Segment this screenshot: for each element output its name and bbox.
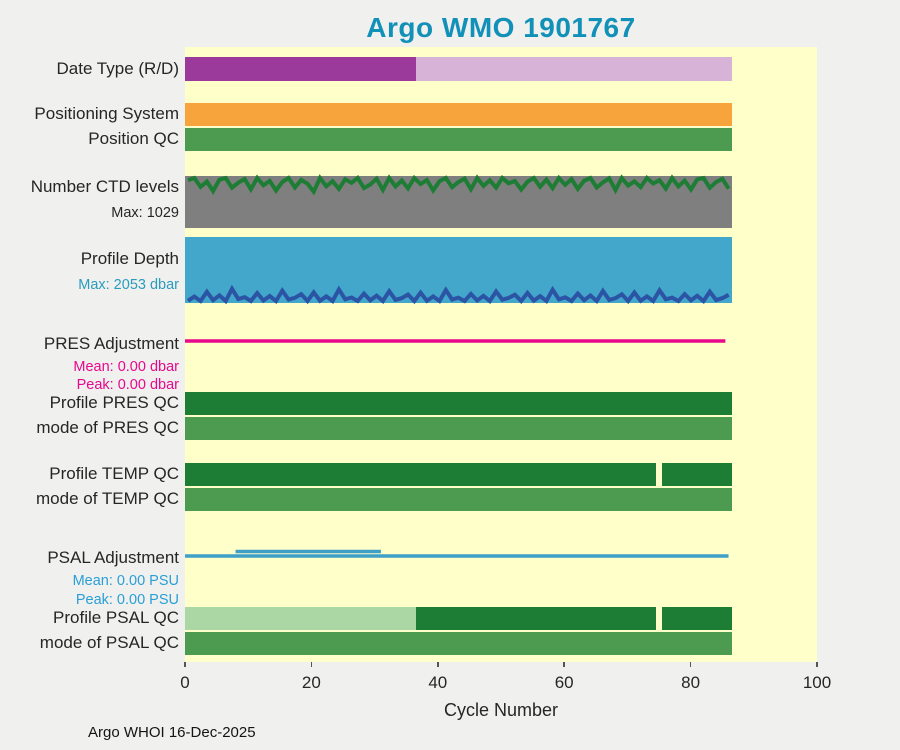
x-tick-label-60: 60 bbox=[554, 673, 574, 692]
row-label-psal-adjustment: PSAL Adjustment bbox=[47, 548, 179, 567]
overlay-psal-adjustment bbox=[185, 549, 729, 558]
ctd-levels-value-line bbox=[187, 174, 731, 196]
overlay-pres-adjustment bbox=[185, 339, 726, 343]
bar-profile-psal-qc-seg1 bbox=[416, 607, 657, 630]
bar-profile-temp-qc-seg1 bbox=[661, 463, 732, 486]
row-label-mode-pres-qc: mode of PRES QC bbox=[36, 418, 179, 437]
bar-profile-temp-qc-seg0 bbox=[185, 463, 657, 486]
row-label-mode-psal-qc: mode of PSAL QC bbox=[39, 633, 179, 652]
bar-profile-depth bbox=[185, 237, 732, 303]
bar-mode-psal-qc-seg0 bbox=[185, 632, 732, 655]
x-tick-label-20: 20 bbox=[301, 673, 321, 692]
bar-date-type-seg1 bbox=[416, 57, 732, 81]
row-label-ctd-levels: Number CTD levels bbox=[30, 177, 179, 196]
sub-label-ctd-levels-0: Max: 1029 bbox=[111, 205, 179, 221]
row-label-position-qc: Position QC bbox=[88, 129, 179, 148]
footer-text: Argo WHOI 16-Dec-2025 bbox=[88, 724, 256, 741]
overlay-profile-depth bbox=[186, 284, 730, 305]
sub-label-psal-adjustment-0: Mean: 0.00 PSU bbox=[72, 573, 179, 589]
x-tick-label-80: 80 bbox=[681, 673, 701, 692]
row-label-profile-psal-qc: Profile PSAL QC bbox=[53, 608, 179, 627]
x-tick-mark-100 bbox=[816, 662, 818, 667]
sub-label-profile-depth-0: Max: 2053 dbar bbox=[78, 277, 179, 293]
x-tick-mark-20 bbox=[310, 662, 313, 667]
bar-positioning-system-seg0 bbox=[185, 103, 732, 126]
bar-position-qc-seg0 bbox=[185, 128, 732, 151]
sub-label-pres-adjustment-1: Peak: 0.00 dbar bbox=[76, 377, 179, 393]
row-label-positioning-system: Positioning System bbox=[34, 104, 179, 123]
row-label-mode-temp-qc: mode of TEMP QC bbox=[36, 489, 179, 508]
x-tick-mark-0 bbox=[184, 662, 186, 667]
x-axis-label: Cycle Number bbox=[443, 700, 559, 720]
bar-date-type-seg0 bbox=[185, 57, 417, 81]
bar-profile-psal-qc-seg0 bbox=[185, 607, 417, 630]
x-tick-label-100: 100 bbox=[802, 673, 832, 692]
x-tick-mark-40 bbox=[437, 662, 439, 667]
bar-mode-temp-qc-seg0 bbox=[185, 488, 732, 511]
sub-label-psal-adjustment-1: Peak: 0.00 PSU bbox=[75, 592, 179, 608]
bar-profile-psal-qc-seg2 bbox=[661, 607, 732, 630]
bar-mode-pres-qc-seg0 bbox=[185, 417, 732, 440]
page-title: Argo WMO 1901767 bbox=[366, 12, 636, 43]
bar-profile-pres-qc-seg0 bbox=[185, 392, 732, 415]
overlay-ctd-levels bbox=[187, 174, 731, 196]
x-tick-mark-80 bbox=[689, 662, 692, 667]
x-tick-mark-60 bbox=[563, 662, 565, 667]
x-tick-label-40: 40 bbox=[428, 673, 448, 692]
profile-depth-value-line bbox=[186, 284, 730, 305]
sub-label-pres-adjustment-0: Mean: 0.00 dbar bbox=[73, 359, 179, 375]
row-label-profile-pres-qc: Profile PRES QC bbox=[49, 393, 179, 412]
plot-area bbox=[185, 47, 817, 662]
row-label-profile-temp-qc: Profile TEMP QC bbox=[49, 464, 179, 483]
row-label-date-type: Date Type (R/D) bbox=[56, 59, 179, 78]
x-tick-label-0: 0 bbox=[180, 673, 190, 692]
row-label-profile-depth: Profile Depth bbox=[80, 249, 179, 268]
row-label-pres-adjustment: PRES Adjustment bbox=[43, 334, 179, 353]
